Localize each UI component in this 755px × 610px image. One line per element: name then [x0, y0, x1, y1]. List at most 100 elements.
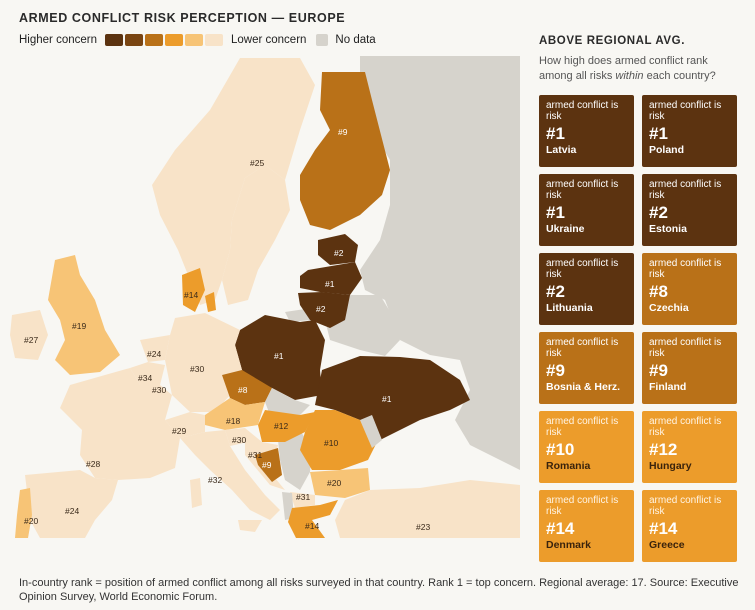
rank-card: armed conflict is risk #2 Estonia [642, 174, 737, 246]
region-germany [165, 313, 242, 412]
legend-high-label: Higher concern [19, 34, 97, 46]
region-france [60, 368, 180, 480]
label-bulgaria: #20 [327, 478, 341, 488]
region-bulgaria [310, 468, 370, 498]
rank-card-kicker: armed conflict is risk [546, 100, 619, 122]
rank-card: armed conflict is risk #2 Lithuania [539, 253, 634, 325]
region-estonia [318, 234, 358, 265]
region-norway [152, 58, 315, 305]
label-belgium: #34 [138, 373, 152, 383]
legend-swatch-4 [164, 34, 183, 46]
label-croatia: #31 [248, 450, 262, 460]
legend-swatch-1 [104, 34, 123, 46]
label-hungary: #12 [274, 421, 288, 431]
label-luxembourg: #30 [152, 385, 166, 395]
panel-title: ABOVE REGIONAL AVG. [539, 35, 686, 47]
rank-card-kicker: armed conflict is risk [546, 495, 619, 517]
region-ireland [10, 310, 48, 360]
label-latvia: #1 [325, 279, 335, 289]
legend-swatch-6 [204, 34, 223, 46]
rank-card: armed conflict is risk #8 Czechia [642, 253, 737, 325]
region-belgium [130, 362, 165, 385]
label-finland: #9 [338, 127, 348, 137]
legend: Higher concern Lower concern No data [19, 34, 376, 46]
region-latvia [300, 262, 362, 295]
label-romania: #10 [324, 438, 338, 448]
label-lithuania: #2 [316, 304, 326, 314]
rank-card-kicker: armed conflict is risk [649, 100, 722, 122]
panel-subtitle: How high does armed conflict rank among … [539, 55, 716, 82]
rank-card-country: Denmark [546, 539, 591, 551]
rank-card-rank: #1 [546, 203, 565, 222]
rank-card-kicker: armed conflict is risk [649, 416, 722, 438]
rank-card-country: Poland [649, 144, 685, 156]
legend-low-label: Lower concern [230, 34, 307, 46]
label-macedonia: #31 [296, 492, 310, 502]
rank-card-kicker: armed conflict is risk [649, 337, 722, 359]
label-denmark: #14 [184, 290, 198, 300]
region-nodata-sweden [222, 165, 290, 305]
label-italy: #32 [208, 475, 222, 485]
label-netherlands: #24 [147, 349, 161, 359]
label-france: #28 [86, 459, 100, 469]
rank-card-rank: #1 [649, 124, 668, 143]
region-nodata-east [360, 56, 520, 470]
label-poland: #1 [274, 351, 284, 361]
rank-card-country: Estonia [649, 223, 687, 235]
region-poland [235, 315, 325, 400]
footer-note: In-country rank = position of armed conf… [19, 577, 739, 603]
region-greece [288, 500, 338, 538]
region-romania [300, 410, 378, 470]
rank-card-rank: #10 [546, 440, 575, 459]
rank-card-rank: #14 [546, 519, 575, 538]
label-portugal: #20 [24, 516, 38, 526]
region-netherlands [140, 335, 170, 362]
rank-card-country: Czechia [649, 302, 689, 314]
rank-card: armed conflict is risk #1 Latvia [539, 95, 634, 167]
rank-card-rank: #12 [649, 440, 678, 459]
rank-card-kicker: armed conflict is risk [546, 416, 619, 438]
rank-card-country: Bosnia & Herz. [546, 381, 621, 393]
rank-card-rank: #1 [546, 124, 565, 143]
region-bosnia [255, 448, 282, 482]
rank-card-country: Romania [546, 460, 591, 472]
label-ireland: #27 [24, 335, 38, 345]
rank-card-kicker: armed conflict is risk [649, 495, 722, 517]
label-slovenia: #30 [232, 435, 246, 445]
legend-swatch-2 [124, 34, 143, 46]
region-slovenia [225, 428, 248, 446]
label-germany: #30 [190, 364, 204, 374]
rank-card: armed conflict is risk #1 Poland [642, 95, 737, 167]
rank-card-country: Lithuania [546, 302, 593, 314]
rank-card-kicker: armed conflict is risk [546, 179, 619, 201]
label-uk: #19 [72, 321, 86, 331]
region-lithuania [298, 292, 350, 328]
rank-card-rank: #9 [649, 361, 668, 380]
region-denmark [182, 268, 205, 312]
rank-card: armed conflict is risk #9 Finland [642, 332, 737, 404]
rank-card-country: Ukraine [546, 223, 585, 235]
rank-card: armed conflict is risk #9 Bosnia & Herz. [539, 332, 634, 404]
region-hungary [258, 410, 315, 442]
region-moldova [360, 415, 382, 448]
region-sicily [238, 520, 262, 532]
label-greece: #14 [305, 521, 319, 531]
region-portugal [15, 488, 32, 538]
label-switzerland: #29 [172, 426, 186, 436]
region-spain [25, 470, 118, 538]
rank-card-kicker: armed conflict is risk [546, 258, 619, 280]
label-estonia: #2 [334, 248, 344, 258]
rank-card-rank: #9 [546, 361, 565, 380]
rank-card: armed conflict is risk #1 Ukraine [539, 174, 634, 246]
rank-card-rank: #8 [649, 282, 668, 301]
legend-swatch-3 [144, 34, 163, 46]
rank-card-kicker: armed conflict is risk [649, 179, 722, 201]
legend-swatch-5 [184, 34, 203, 46]
legend-swatch-nodata [316, 34, 329, 46]
rank-card-country: Greece [649, 539, 685, 551]
rank-card: armed conflict is risk #12 Hungary [642, 411, 737, 483]
label-turkey: #23 [416, 522, 430, 532]
rank-card: armed conflict is risk #14 Greece [642, 490, 737, 562]
region-nodata-kaliningrad [285, 309, 310, 322]
region-ukraine [315, 356, 470, 440]
